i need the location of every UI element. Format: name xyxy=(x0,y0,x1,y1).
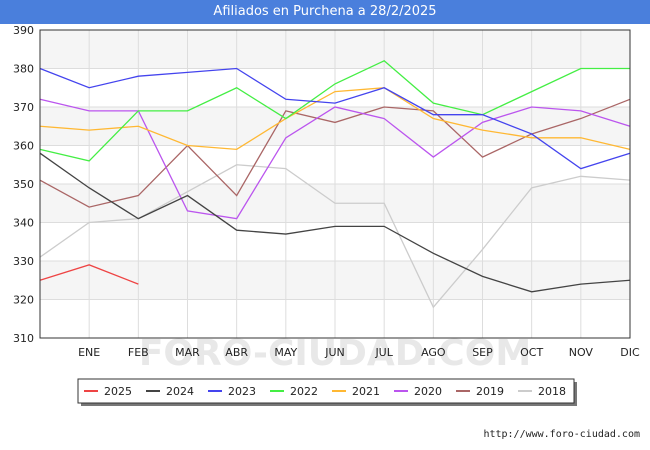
legend: 2025 2024 2023 2022 2021 2020 2019 2018 xyxy=(77,378,577,406)
y-tick-label: 360 xyxy=(13,140,34,153)
watermark: FORO-CIUDAD.COM xyxy=(139,333,531,374)
legend-label-2020: 2020 xyxy=(414,385,442,398)
series-line-2022 xyxy=(39,60,630,162)
x-tick-label: MAY xyxy=(274,346,297,359)
y-tick-label: 390 xyxy=(13,24,34,37)
y-tick-label: 350 xyxy=(13,178,34,191)
y-tick-label: 370 xyxy=(13,101,34,114)
legend-label-2019: 2019 xyxy=(476,385,504,398)
legend-box xyxy=(77,378,575,404)
legend-label-2025: 2025 xyxy=(104,385,132,398)
y-tick-label: 310 xyxy=(13,332,34,345)
x-tick-label: MAR xyxy=(175,346,200,359)
legend-label-2021: 2021 xyxy=(352,385,380,398)
series-line-2025 xyxy=(39,264,139,285)
chart-title: Afiliados en Purchena a 28/2/2025 xyxy=(0,0,650,24)
series-line-2024 xyxy=(39,152,631,293)
series-line-2023 xyxy=(39,67,631,170)
x-tick-label: FEB xyxy=(128,346,149,359)
x-tick-label: ABR xyxy=(225,346,248,359)
x-tick-label: SEP xyxy=(472,346,493,359)
y-tick-label: 380 xyxy=(13,63,34,76)
series-lines xyxy=(39,60,631,309)
x-tick-label: NOV xyxy=(569,346,594,359)
legend-label-2022: 2022 xyxy=(290,385,318,398)
x-tick-label: AGO xyxy=(421,346,446,359)
x-tick-label: JUN xyxy=(324,346,345,359)
legend-label-2023: 2023 xyxy=(228,385,256,398)
x-tick-label: DIC xyxy=(620,346,640,359)
x-tick-label: ENE xyxy=(78,346,100,359)
x-tick-label: JUL xyxy=(374,346,393,359)
legend-label-2018: 2018 xyxy=(538,385,566,398)
axes: 310 320 330 340 350 360 370 380 390 ENE FEB MAR ABR M… xyxy=(13,24,640,359)
legend-label-2024: 2024 xyxy=(166,385,194,398)
series-line-2021 xyxy=(39,87,631,151)
y-tick-label: 330 xyxy=(13,255,34,268)
plot-border xyxy=(39,29,631,339)
y-tick-label: 340 xyxy=(13,217,34,230)
source-url[interactable]: http://www.foro-ciudad.com xyxy=(483,429,640,440)
y-tick-label: 320 xyxy=(13,294,34,307)
x-tick-label: OCT xyxy=(520,346,543,359)
